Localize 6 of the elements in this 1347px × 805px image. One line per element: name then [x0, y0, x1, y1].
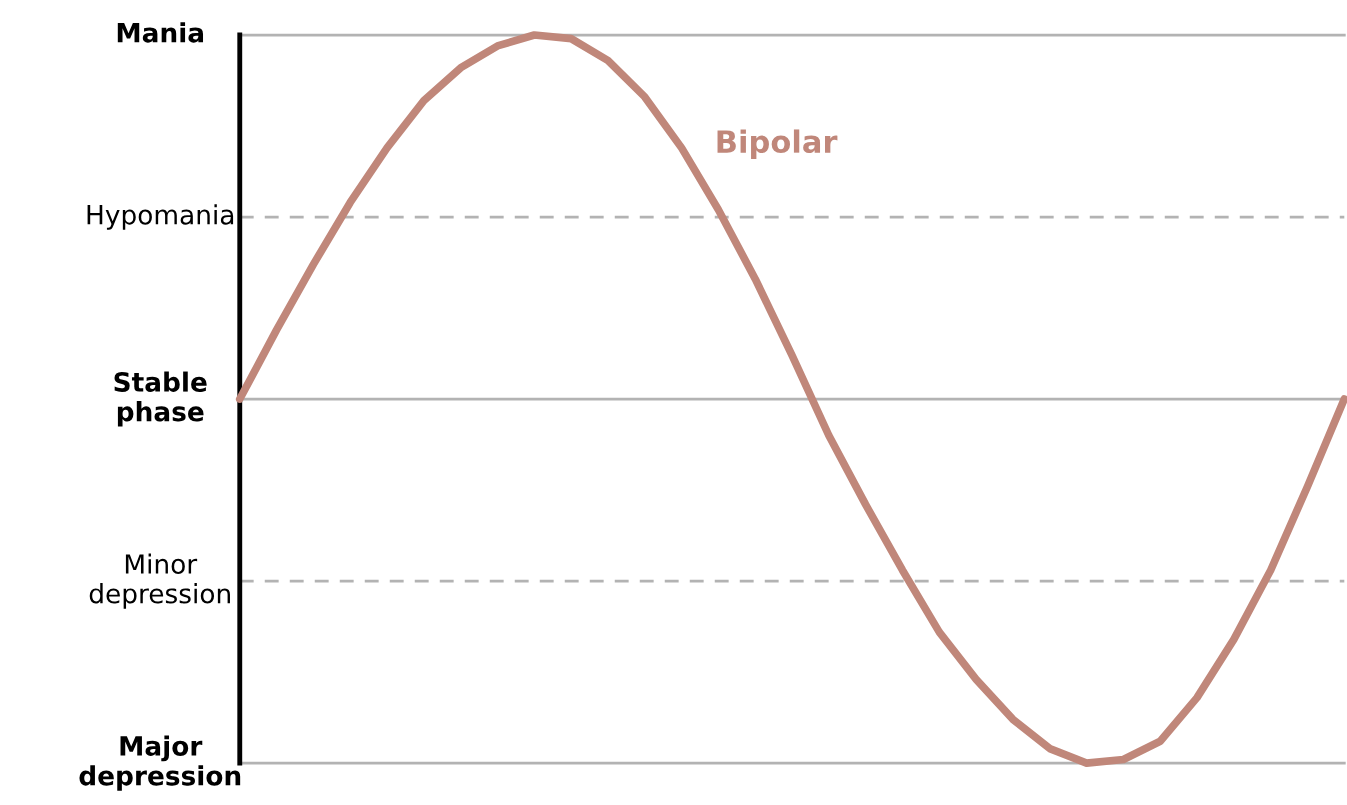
ref-line-label: Minor depression [89, 553, 230, 609]
ref-line-label: Hypomania [87, 204, 234, 230]
ref-line-label: Stable phase [114, 371, 207, 427]
ref-line-label: Major depression [79, 735, 241, 791]
series-label: Bipolar [717, 129, 838, 160]
ref-line-label: Mania [117, 22, 204, 43]
